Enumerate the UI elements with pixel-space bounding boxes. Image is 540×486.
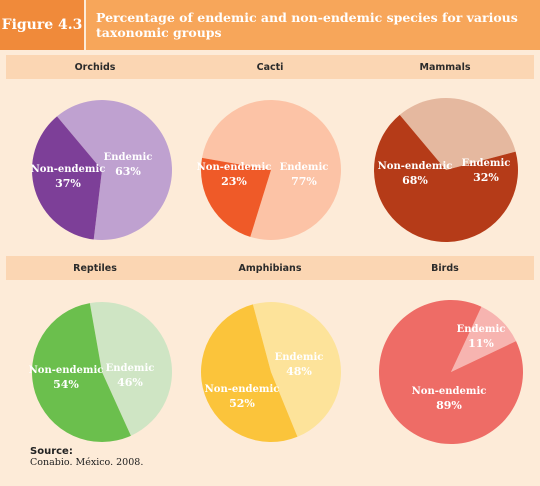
pie-slice-mammals-endemic [399,98,516,170]
slice-label-reptiles-endemic: Endemic [106,363,155,374]
figure-title: Percentage of endemic and non-endemic sp… [86,0,540,50]
panel-title-orchids: Orchids [74,62,116,73]
title-band-bottom [6,256,534,280]
source-title: Source: [30,446,73,457]
source-note: Source: Conabio. México. 2008. [30,446,143,468]
slice-value-birds-endemic: 11% [468,337,494,350]
pie-slice-birds-endemic [451,306,517,372]
pie-slice-cacti-endemic [202,100,342,241]
source-text: Conabio. México. 2008. [30,457,144,468]
slice-value-mammals-endemic: 32% [473,171,499,184]
slice-label-mammals-non-endemic: Non-endemic [378,161,453,172]
figure-header: Figure 4.3 Percentage of endemic and non… [0,0,540,50]
pie-slice-orchids-non-endemic [32,116,102,240]
panel-title-amphibians: Amphibians [238,263,302,274]
pie-slice-birds-non-endemic [379,300,524,445]
pie-slice-orchids-endemic [57,99,173,240]
slice-label-cacti-non-endemic: Non-endemic [197,162,272,173]
panel-title-mammals: Mammals [419,62,471,73]
slice-value-reptiles-non-endemic: 54% [53,378,79,391]
pie-slice-cacti-non-endemic [201,157,271,237]
panel-title-reptiles: Reptiles [73,263,117,274]
slice-value-cacti-non-endemic: 23% [221,175,247,188]
slice-value-orchids-non-endemic: 37% [55,177,81,190]
slice-label-orchids-endemic: Endemic [104,152,153,163]
slice-value-amphibians-non-endemic: 52% [229,397,255,410]
slice-label-reptiles-non-endemic: Non-endemic [29,365,104,376]
figure-label: Figure 4.3 [0,0,84,50]
slice-label-mammals-endemic: Endemic [462,158,511,169]
slice-label-amphibians-endemic: Endemic [275,352,324,363]
pie-slice-amphibians-non-endemic [200,304,298,442]
pie-slice-reptiles-endemic [89,302,173,436]
pie-slice-mammals-non-endemic [374,114,518,243]
slice-value-amphibians-endemic: 48% [286,365,312,378]
slice-value-cacti-endemic: 77% [291,175,317,188]
slice-label-birds-non-endemic: Non-endemic [412,386,487,397]
pie-slice-reptiles-non-endemic [32,303,131,442]
slice-label-cacti-endemic: Endemic [280,162,329,173]
slice-value-orchids-endemic: 63% [115,165,141,178]
slice-label-amphibians-non-endemic: Non-endemic [205,384,280,395]
panel-title-birds: Birds [431,263,459,274]
slice-value-reptiles-endemic: 46% [117,376,143,389]
slice-label-birds-endemic: Endemic [457,324,506,335]
title-band-top [6,55,534,79]
slice-value-birds-non-endemic: 89% [436,399,462,412]
slice-value-mammals-non-endemic: 68% [402,174,428,187]
slice-label-orchids-non-endemic: Non-endemic [31,164,106,175]
panel-title-cacti: Cacti [256,62,284,73]
pie-slice-amphibians-endemic [252,302,341,437]
